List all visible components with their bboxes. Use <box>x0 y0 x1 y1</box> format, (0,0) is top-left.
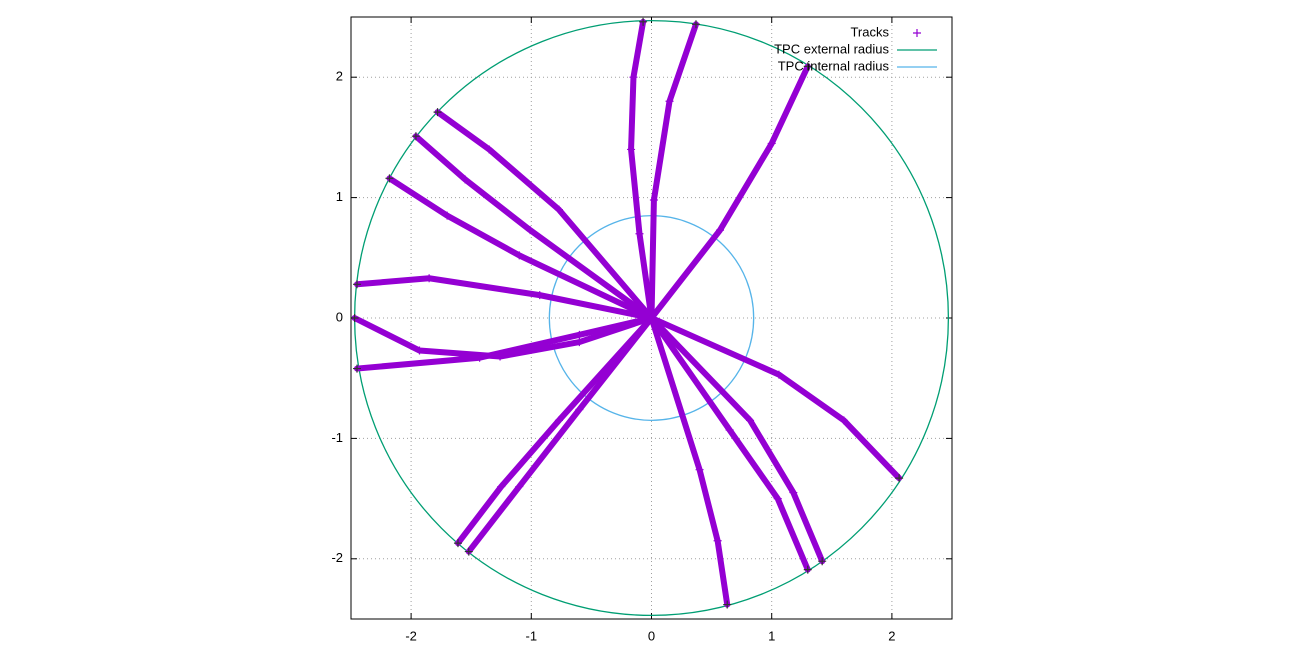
track-point <box>535 291 544 300</box>
track-point <box>695 465 704 474</box>
track-point <box>353 364 362 373</box>
track-point <box>649 196 658 205</box>
track-point <box>411 132 420 141</box>
track-point <box>647 314 656 322</box>
track <box>386 175 655 321</box>
track <box>648 315 826 565</box>
track-point <box>665 97 674 106</box>
track <box>648 21 699 321</box>
track-point <box>515 251 524 260</box>
track-point <box>350 314 359 322</box>
legend-label: TPC internal radius <box>778 58 890 73</box>
track-point <box>746 416 755 425</box>
track <box>434 109 655 321</box>
track-point <box>353 280 362 289</box>
track-point <box>691 20 700 29</box>
track-point <box>575 330 584 339</box>
track <box>454 315 655 547</box>
track-point <box>767 139 776 148</box>
track-point <box>443 211 452 220</box>
plot-frame <box>350 16 953 620</box>
track-point <box>485 145 494 154</box>
track <box>628 18 655 321</box>
track-point <box>895 474 904 483</box>
x-tick-label: 1 <box>768 628 775 643</box>
track-point <box>629 73 638 82</box>
track-point <box>453 539 462 548</box>
track-point <box>789 488 798 497</box>
track-point <box>773 494 782 503</box>
track <box>354 315 655 372</box>
track-point <box>554 416 563 425</box>
track-point <box>803 62 812 71</box>
track-point <box>475 353 484 362</box>
legend-label: TPC external radius <box>774 41 889 56</box>
track <box>354 275 655 321</box>
track-point <box>839 416 848 425</box>
track-point <box>515 482 524 491</box>
track-point <box>818 557 827 566</box>
track-point <box>385 174 394 183</box>
track <box>648 315 731 608</box>
track <box>648 63 811 321</box>
track-point <box>713 536 722 545</box>
track-point <box>497 482 506 491</box>
x-tick-label: -1 <box>526 628 538 643</box>
track-point <box>725 425 734 434</box>
y-tick-label: 0 <box>336 309 343 324</box>
track-point <box>723 600 732 609</box>
track-point <box>635 229 644 238</box>
x-tick-label: 2 <box>888 628 895 643</box>
track-point <box>554 205 563 214</box>
legend-label: Tracks <box>850 24 889 39</box>
track-point <box>433 108 442 117</box>
track-point <box>461 175 470 184</box>
track-point <box>464 547 473 556</box>
track-point <box>774 370 783 379</box>
track-point <box>575 405 584 414</box>
track-point <box>415 346 424 355</box>
legend-marker <box>913 29 921 37</box>
track-point <box>425 274 434 283</box>
track-point <box>639 17 648 26</box>
x-tick-label: -2 <box>405 628 417 643</box>
track-point <box>526 226 535 235</box>
track <box>648 315 811 573</box>
track <box>412 133 655 321</box>
y-tick-label: 2 <box>336 69 343 84</box>
y-tick-label: -1 <box>331 430 343 445</box>
track-point <box>803 565 812 574</box>
track-point <box>716 226 725 235</box>
x-tick-label: 0 <box>648 628 655 643</box>
y-tick-label: -2 <box>331 550 343 565</box>
y-tick-label: 1 <box>336 189 343 204</box>
track <box>648 315 903 482</box>
track <box>465 315 655 555</box>
track-point <box>627 145 636 154</box>
track-point <box>575 338 584 347</box>
